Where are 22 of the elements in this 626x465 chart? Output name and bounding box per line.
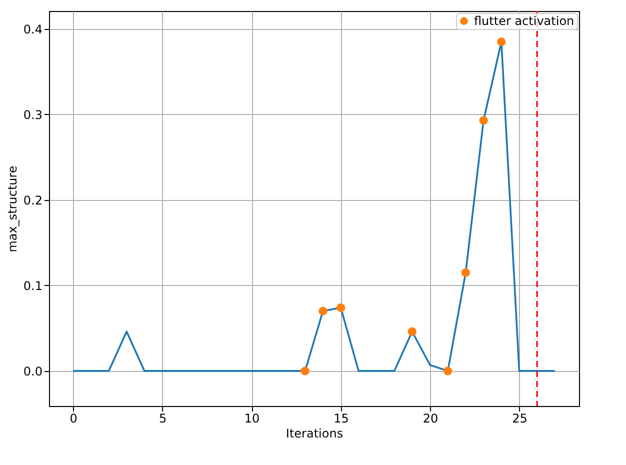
legend-label: flutter activation: [474, 14, 574, 28]
point: [408, 327, 416, 336]
point: [461, 268, 470, 277]
x-tick-label: 20: [422, 412, 438, 426]
y-tick-label: 0.2: [23, 193, 42, 208]
point: [336, 303, 346, 312]
point: [479, 116, 488, 125]
y-tick-label: 0.4: [23, 22, 42, 36]
x-axis-title: Iterations: [286, 426, 344, 440]
point: [497, 37, 506, 46]
y-axis-title: max_structure: [5, 166, 20, 252]
point: [300, 366, 310, 376]
x-tick-label: 0: [70, 412, 78, 426]
x-tick-label: 25: [512, 412, 528, 426]
x-tick-label: 5: [158, 412, 167, 426]
x-tick-label: 15: [334, 412, 349, 426]
point: [318, 306, 328, 316]
y-tick-label: 0.1: [23, 278, 42, 293]
y-tick-label: 0.3: [23, 108, 42, 122]
y-tick-label: 0.0: [23, 364, 42, 378]
x-tick-label: 10: [244, 412, 260, 426]
point: [444, 366, 452, 376]
